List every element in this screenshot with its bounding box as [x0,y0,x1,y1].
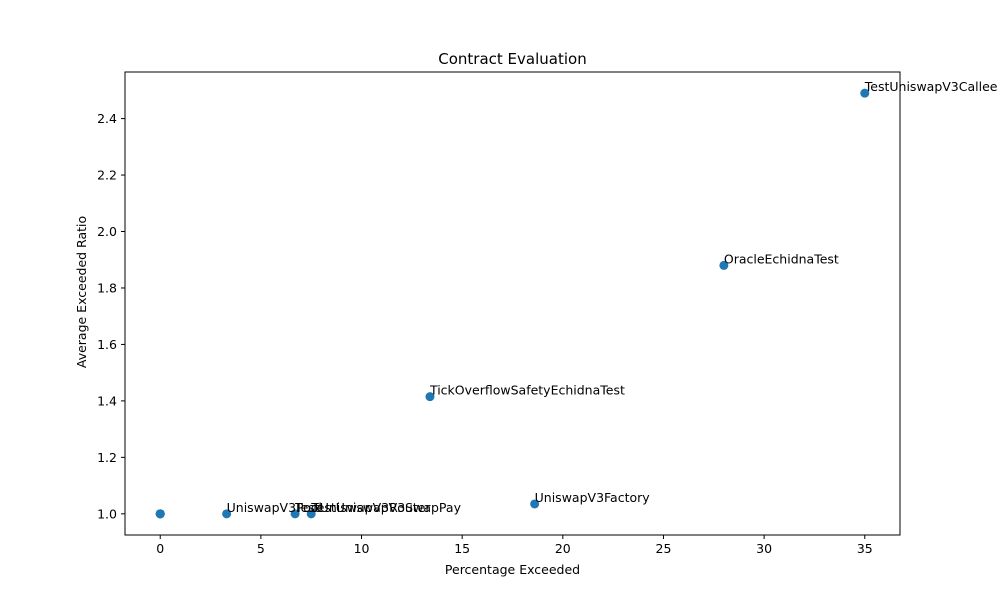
data-point [222,509,232,519]
point-label: TestUniswapV3Router [294,500,431,515]
data-points [155,88,870,519]
point-label: UniswapV3Pool [227,500,322,515]
y-tick-label: 1.4 [97,393,117,408]
data-point [860,88,870,98]
y-tick-label: 2.2 [97,168,117,183]
point-label: TestUniswapV3Callee [864,79,998,94]
x-tick-label: 35 [857,541,873,556]
y-tick-label: 1.8 [97,280,117,295]
point-label: OracleEchidnaTest [724,251,839,266]
point-label: TickOverflowSafetyEchidnaTest [429,383,625,398]
data-point [290,509,300,519]
data-point [719,260,729,270]
x-tick-label: 30 [756,541,772,556]
x-axis-label: Percentage Exceeded [445,562,580,577]
data-point [530,499,540,509]
x-tick-label: 5 [257,541,265,556]
y-tick-label: 2.4 [97,111,117,126]
point-label: UniswapV3Factory [535,490,651,505]
data-point [425,392,435,402]
x-tick-label: 20 [555,541,571,556]
data-point [155,509,165,519]
axes: 0 5 10 15 20 25 30 35 1.0 1.2 1.4 1.6 1.8 2.0 2.2 2.4 [97,71,901,556]
x-tick-label: 0 [156,541,164,556]
chart-title: Contract Evaluation [438,50,586,68]
data-point [306,509,316,519]
y-tick-label: 1.0 [97,506,117,521]
x-tick-label: 10 [354,541,370,556]
y-tick-label: 1.2 [97,450,117,465]
point-label: TestUniswapV3SwapPay [310,500,461,515]
x-tick-label: 15 [454,541,470,556]
y-axis-label: Average Exceeded Ratio [74,216,89,368]
y-tick-label: 1.6 [97,337,117,352]
point-annotations: TestUniswapV3Callee OracleEchidnaTest Tick… [227,79,998,515]
x-tick-label: 25 [656,541,672,556]
y-tick-label: 2.0 [97,224,117,239]
plot-frame [124,71,901,536]
